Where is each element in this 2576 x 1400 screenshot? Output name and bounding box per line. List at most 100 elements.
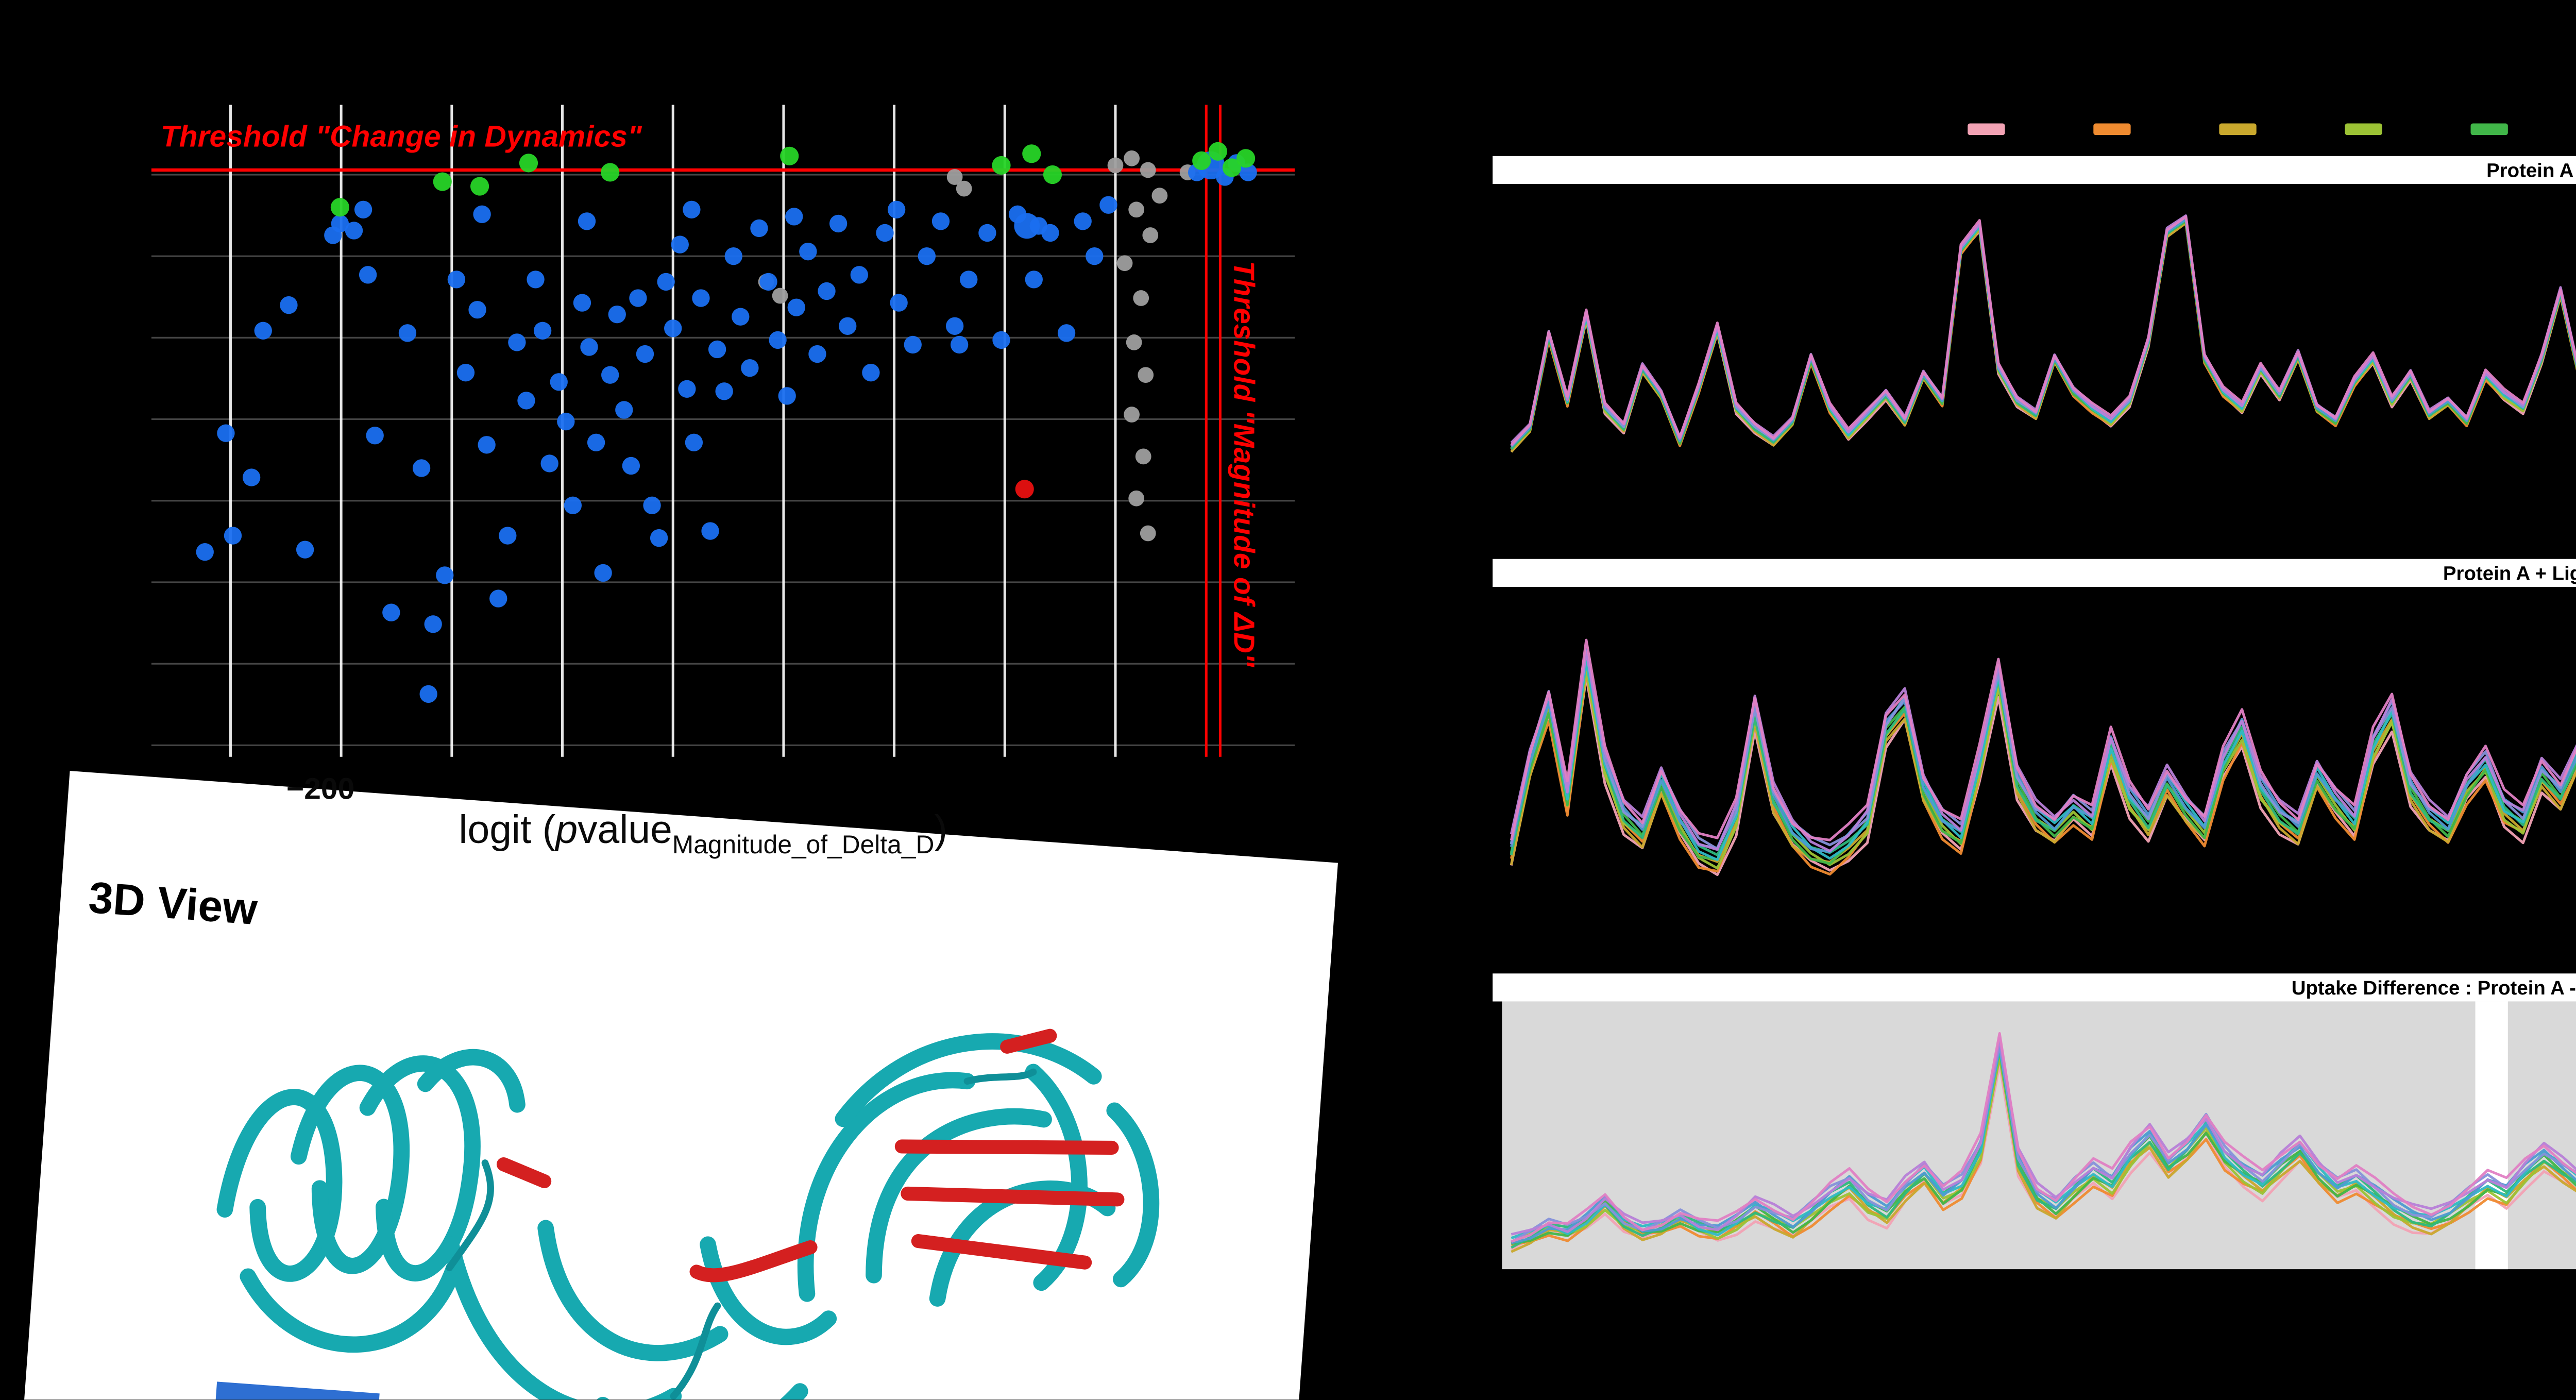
volcano-point-blue[interactable] <box>1086 247 1104 265</box>
volcano-point-blue[interactable] <box>419 685 437 703</box>
volcano-point-blue[interactable] <box>759 273 777 291</box>
volcano-point-blue[interactable] <box>517 392 535 410</box>
volcano-point-blue[interactable] <box>468 300 486 319</box>
volcano-point-gray[interactable] <box>1128 201 1145 218</box>
volcano-point-blue[interactable] <box>732 308 750 326</box>
volcano-point-blue[interactable] <box>196 543 214 561</box>
volcano-point-green[interactable] <box>433 172 452 191</box>
volcano-point-blue[interactable] <box>622 457 640 475</box>
volcano-point-blue[interactable] <box>799 242 817 261</box>
volcano-point-blue[interactable] <box>280 296 298 314</box>
volcano-plot[interactable] <box>151 105 1295 757</box>
volcano-point-green[interactable] <box>1208 142 1227 161</box>
volcano-point-gray[interactable] <box>772 288 788 304</box>
volcano-point-blue[interactable] <box>412 459 431 477</box>
volcano-point-blue[interactable] <box>594 564 612 582</box>
volcano-point-blue[interactable] <box>750 219 768 238</box>
volcano-point-blue[interactable] <box>671 235 689 254</box>
volcano-point-blue[interactable] <box>557 412 575 431</box>
volcano-point-blue[interactable] <box>685 433 703 451</box>
volcano-point-blue[interactable] <box>1029 217 1048 235</box>
volcano-point-green[interactable] <box>1043 165 1062 184</box>
volcano-point-blue[interactable] <box>715 382 733 400</box>
volcano-point-blue[interactable] <box>1025 271 1043 289</box>
volcano-point-blue[interactable] <box>533 322 552 340</box>
volcano-point-gray[interactable] <box>1126 334 1142 350</box>
volcano-point-blue[interactable] <box>456 363 475 382</box>
volcano-point-blue[interactable] <box>224 527 242 545</box>
volcano-point-blue[interactable] <box>741 359 759 377</box>
volcano-point-blue[interactable] <box>643 496 661 514</box>
volcano-point-gray[interactable] <box>1107 157 1124 174</box>
uptake-chart-protein-a-ligand[interactable] <box>1502 589 2576 969</box>
volcano-point-blue[interactable] <box>992 331 1010 349</box>
volcano-point-gray[interactable] <box>1135 448 1151 465</box>
volcano-point-blue[interactable] <box>1227 154 1246 172</box>
volcano-point-blue[interactable] <box>818 282 836 300</box>
volcano-point-blue[interactable] <box>608 305 626 324</box>
volcano-point-blue[interactable] <box>785 208 803 226</box>
volcano-point-blue[interactable] <box>629 289 647 307</box>
volcano-point-gray[interactable] <box>1116 255 1133 272</box>
volcano-point-blue[interactable] <box>808 345 826 363</box>
volcano-point-gray[interactable] <box>956 180 972 197</box>
volcano-point-green[interactable] <box>780 146 799 165</box>
volcano-point-gray[interactable] <box>1140 525 1156 542</box>
volcano-point-blue[interactable] <box>359 266 377 284</box>
volcano-point-blue[interactable] <box>636 345 654 363</box>
3d-view-panel[interactable]: 3D View <box>21 771 1338 1400</box>
volcano-point-blue[interactable] <box>839 317 857 335</box>
volcano-point-green[interactable] <box>1022 144 1041 163</box>
volcano-point-blue[interactable] <box>829 214 848 233</box>
volcano-point-blue[interactable] <box>499 527 517 545</box>
volcano-point-blue[interactable] <box>701 522 719 540</box>
volcano-point-blue[interactable] <box>242 468 261 486</box>
volcano-point-blue[interactable] <box>862 363 880 382</box>
volcano-point-blue[interactable] <box>1041 224 1059 242</box>
volcano-point-blue[interactable] <box>887 200 906 218</box>
uptake-chart-protein-a[interactable] <box>1502 191 2576 554</box>
volcano-point-blue[interactable] <box>778 387 796 405</box>
volcano-point-blue[interactable] <box>345 222 363 240</box>
volcano-point-blue[interactable] <box>540 454 558 473</box>
volcano-point-blue[interactable] <box>1188 163 1206 181</box>
volcano-point-blue[interactable] <box>324 226 342 244</box>
volcano-point-blue[interactable] <box>217 424 235 442</box>
volcano-point-blue[interactable] <box>650 529 668 547</box>
volcano-point-blue[interactable] <box>1239 163 1257 181</box>
volcano-point-blue[interactable] <box>550 373 568 391</box>
volcano-point-blue[interactable] <box>787 298 805 316</box>
volcano-point-blue[interactable] <box>331 214 349 233</box>
volcano-point-blue[interactable] <box>366 427 384 445</box>
volcano-point-blue[interactable] <box>724 247 742 265</box>
volcano-point-blue[interactable] <box>296 541 314 559</box>
volcano-point-blue[interactable] <box>1216 168 1234 186</box>
volcano-point-blue[interactable] <box>508 333 526 351</box>
volcano-point-gray[interactable] <box>1151 188 1168 204</box>
volcano-point-blue[interactable] <box>573 294 591 312</box>
volcano-point-gray[interactable] <box>946 169 963 185</box>
volcano-point-blue[interactable] <box>664 319 682 338</box>
volcano-point-green[interactable] <box>992 156 1011 175</box>
volcano-point-blue[interactable] <box>876 224 894 242</box>
volcano-point-blue[interactable] <box>890 294 908 312</box>
volcano-point-gray[interactable] <box>1124 150 1140 166</box>
volcano-point-gray[interactable] <box>1142 227 1159 243</box>
volcano-point-blue[interactable] <box>683 200 701 218</box>
volcano-point-blue[interactable] <box>447 271 466 289</box>
volcano-point-green[interactable] <box>601 163 620 182</box>
volcano-point-green[interactable] <box>1236 149 1256 168</box>
volcano-point-blue[interactable] <box>657 273 675 291</box>
volcano-point-blue[interactable] <box>601 366 619 384</box>
volcano-point-blue[interactable] <box>354 200 372 218</box>
volcano-point-blue[interactable] <box>436 566 454 584</box>
volcano-point-blue[interactable] <box>1197 151 1225 180</box>
volcano-point-green[interactable] <box>470 177 489 196</box>
volcano-point-green[interactable] <box>519 154 538 173</box>
volcano-point-blue[interactable] <box>931 212 950 230</box>
volcano-point-blue[interactable] <box>489 589 507 608</box>
volcano-point-blue[interactable] <box>918 247 936 265</box>
volcano-point-gray[interactable] <box>758 274 774 290</box>
volcano-point-blue[interactable] <box>473 205 491 223</box>
volcano-point-gray[interactable] <box>1133 290 1149 306</box>
